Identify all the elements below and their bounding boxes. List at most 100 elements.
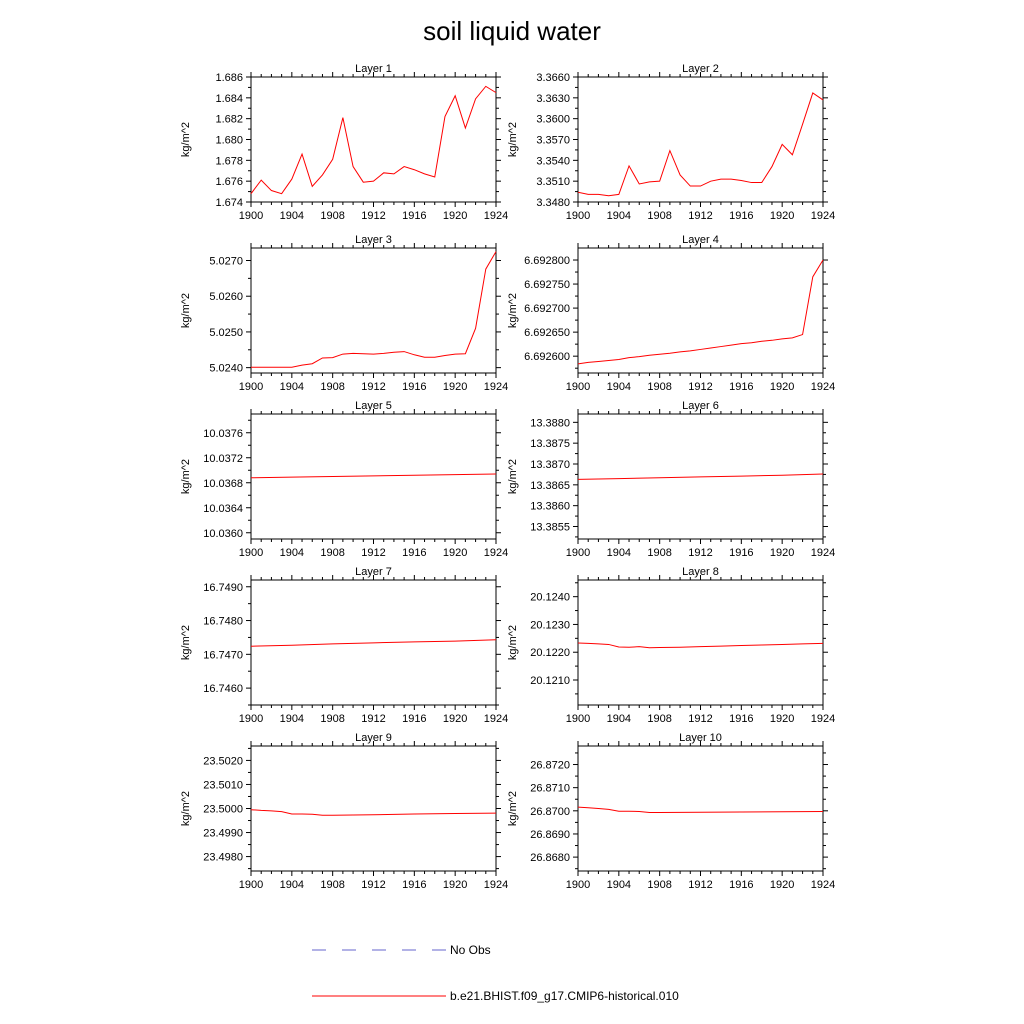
panel-6-xtick-label: 1912 <box>688 547 712 559</box>
panel-5-xtick-label: 1908 <box>320 547 344 559</box>
panel-7-series-line <box>250 639 497 647</box>
panel-8-ytick-label: 20.1220 <box>530 647 570 659</box>
panel-1-ytick-label: 1.676 <box>215 176 243 188</box>
panel-7-ytick-label: 16.7470 <box>203 649 243 661</box>
legend-label-model: b.e21.BHIST.f09_g17.CMIP6-historical.010 <box>450 989 679 1003</box>
panel-8-xtick-label: 1924 <box>811 713 835 725</box>
panel-3: Layer 3 kg/m^2 1900 1904 1908 1912 1916 1920 192… <box>180 234 508 393</box>
panel-4-xtick-label: 1908 <box>647 381 671 393</box>
panel-2-xtick-label: 1920 <box>770 210 794 222</box>
panel-9-xtick-label: 1904 <box>280 879 304 891</box>
panel-3-series-line <box>251 251 497 368</box>
panel-2-ytick-label: 3.3660 <box>536 72 570 84</box>
panel-8: Layer 8 kg/m^2 1900 1904 1908 1912 1916 1920 192… <box>507 566 835 725</box>
panel-1-xtick-label: 1920 <box>443 210 467 222</box>
panel-9-xtick-label: 1916 <box>402 879 426 891</box>
panel-7-xtick-label: 1904 <box>280 713 304 725</box>
panel-2-ytick-label: 3.3540 <box>536 155 570 167</box>
panel-5-xtick-label: 1904 <box>280 547 304 559</box>
panel-8-ytick-label: 20.1230 <box>530 619 570 631</box>
panel-9-xtick-label: 1924 <box>484 879 508 891</box>
panel-2-xtick-label: 1900 <box>566 210 590 222</box>
panel-9-ytick-label: 23.4980 <box>203 852 243 864</box>
panel-8-xtick-label: 1904 <box>607 713 631 725</box>
legend-label-no-obs: No Obs <box>450 943 491 957</box>
panel-1-ytick-label: 1.686 <box>215 72 243 84</box>
panel-8-series-line <box>577 642 824 649</box>
panel-2-title: Layer 2 <box>682 63 719 75</box>
panel-3-ytick-label: 5.0260 <box>209 291 243 303</box>
panel-10-ytick-label: 26.8690 <box>530 829 570 841</box>
panel-3-xtick-label: 1900 <box>239 381 263 393</box>
panel-3-xtick-label: 1924 <box>484 381 508 393</box>
panel-1: Layer 1 kg/m^2 1900 1904 1908 1912 1916 1920 192… <box>180 63 508 222</box>
panel-10-ytick-label: 26.8720 <box>530 760 570 772</box>
panel-1-xtick-label: 1908 <box>320 210 344 222</box>
panel-9-xtick-label: 1900 <box>239 879 263 891</box>
panel-7-xtick-label: 1924 <box>484 713 508 725</box>
panel-8-xtick-label: 1920 <box>770 713 794 725</box>
panel-5-xtick-label: 1916 <box>402 547 426 559</box>
panel-6-ytick-label: 13.3880 <box>530 417 570 429</box>
panel-4-xtick-label: 1920 <box>770 381 794 393</box>
panel-7-xtick-label: 1900 <box>239 713 263 725</box>
panel-10-xtick-label: 1900 <box>566 879 590 891</box>
panel-2-xtick-label: 1916 <box>729 210 753 222</box>
panel-6-xtick-label: 1908 <box>647 547 671 559</box>
panel-3-xtick-label: 1916 <box>402 381 426 393</box>
panel-9-series-line <box>250 809 497 816</box>
legend: No Obs b.e21.BHIST.f09_g17.CMIP6-histori… <box>312 943 679 1003</box>
panel-3-title: Layer 3 <box>355 234 392 246</box>
panel-10-xtick-label: 1920 <box>770 879 794 891</box>
panel-6-ytick-label: 13.3870 <box>530 459 570 471</box>
panel-7-xtick-label: 1920 <box>443 713 467 725</box>
panel-4-ytick-label: 6.692700 <box>524 303 570 315</box>
panel-9-ytick-label: 23.4990 <box>203 828 243 840</box>
panel-2-ytick-label: 3.3630 <box>536 93 570 105</box>
panel-7-xtick-label: 1916 <box>402 713 426 725</box>
panel-7-xtick-label: 1908 <box>320 713 344 725</box>
panel-4-title: Layer 4 <box>682 234 719 246</box>
panel-4-series-line <box>577 259 824 365</box>
panel-3-ytick-label: 5.0240 <box>209 363 243 375</box>
panel-6-ytick-label: 13.3875 <box>530 438 570 450</box>
panel-7-ytick-label: 16.7460 <box>203 683 243 695</box>
panel-9-title: Layer 9 <box>355 732 392 744</box>
panel-5-series-line <box>250 473 497 479</box>
panel-3-ylabel: kg/m^2 <box>180 293 192 328</box>
panel-5-xtick-label: 1900 <box>239 547 263 559</box>
panel-8-xtick-label: 1900 <box>566 713 590 725</box>
panel-1-ytick-label: 1.674 <box>215 197 243 209</box>
panel-7: Layer 7 kg/m^2 1900 1904 1908 1912 1916 1920 192… <box>180 566 508 725</box>
panel-8-ytick-label: 20.1210 <box>530 675 570 687</box>
panel-10: Layer 10 kg/m^2 1900 1904 1908 1912 1916 1920 19… <box>507 732 835 891</box>
panel-1-ytick-label: 1.684 <box>215 93 243 105</box>
panel-4-ytick-label: 6.692600 <box>524 351 570 363</box>
panel-6-title: Layer 6 <box>682 400 719 412</box>
panel-8-ylabel: kg/m^2 <box>507 625 519 660</box>
panel-7-ytick-label: 16.7480 <box>203 616 243 628</box>
panel-grid: Layer 1 kg/m^2 1900 1904 1908 1912 1916 1920 192… <box>180 63 835 891</box>
panel-5-ytick-label: 10.0368 <box>203 478 243 490</box>
panel-10-xtick-label: 1904 <box>607 879 631 891</box>
panel-5-ytick-label: 10.0360 <box>203 528 243 540</box>
panel-8-ytick-label: 20.1240 <box>530 592 570 604</box>
panel-10-ytick-label: 26.8680 <box>530 852 570 864</box>
panel-7-ytick-label: 16.7490 <box>203 582 243 594</box>
panel-6-xtick-label: 1924 <box>811 547 835 559</box>
panel-7-xtick-label: 1912 <box>361 713 385 725</box>
legend-item-no-obs: No Obs <box>312 943 491 957</box>
panel-9-ytick-label: 23.5000 <box>203 804 243 816</box>
panel-3-xtick-label: 1908 <box>320 381 344 393</box>
panel-1-xtick-label: 1916 <box>402 210 426 222</box>
panel-6-ylabel: kg/m^2 <box>507 459 519 494</box>
panel-5-ytick-label: 10.0372 <box>203 453 243 465</box>
panel-2: Layer 2 kg/m^2 1900 1904 1908 1912 1916 1920 192… <box>507 63 835 222</box>
panel-10-title: Layer 10 <box>679 732 722 744</box>
panel-5-xtick-label: 1912 <box>361 547 385 559</box>
panel-10-xtick-label: 1924 <box>811 879 835 891</box>
panel-2-xtick-label: 1924 <box>811 210 835 222</box>
panel-5: Layer 5 kg/m^2 1900 1904 1908 1912 1916 1920 192… <box>180 400 508 559</box>
panel-5-xtick-label: 1924 <box>484 547 508 559</box>
